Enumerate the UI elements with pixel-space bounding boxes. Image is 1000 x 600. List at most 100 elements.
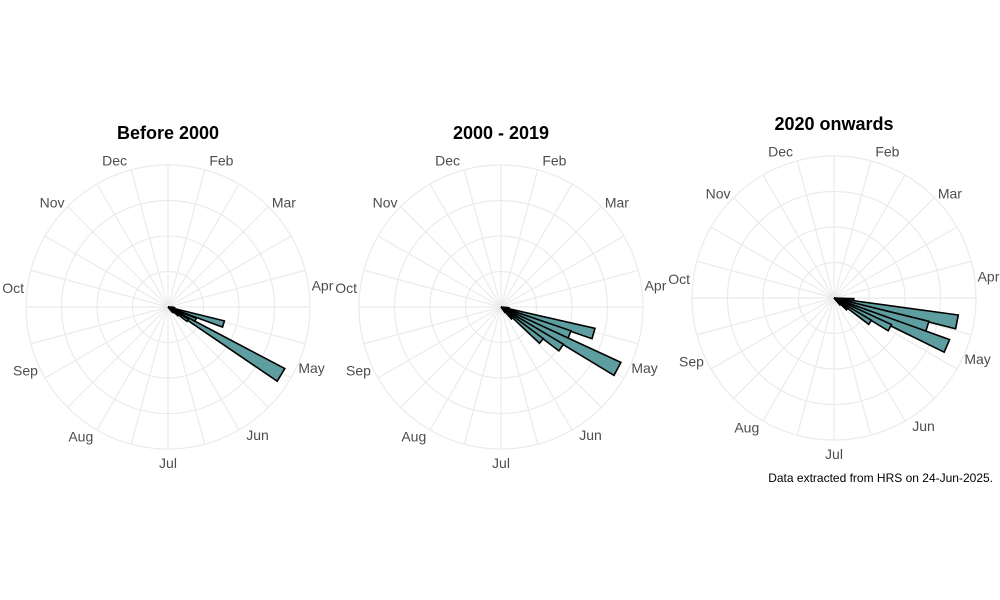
panel-title: Before 2000 [117, 123, 219, 143]
grid-spoke [130, 306, 169, 445]
month-tick-label: Sep [346, 363, 371, 379]
grid-spoke [167, 183, 240, 308]
month-tick-label: Feb [542, 152, 566, 168]
wedge-bar [500, 306, 510, 310]
month-tick-label: Feb [875, 143, 899, 159]
grid-spoke [96, 306, 169, 431]
grid-spoke [500, 235, 625, 308]
month-tick-label: Jun [579, 427, 602, 443]
wedge-bar [833, 297, 842, 307]
month-tick-label: Oct [335, 280, 357, 296]
grid-spoke [500, 306, 539, 445]
month-tick-label: Oct [668, 271, 690, 287]
grid-spoke [377, 235, 502, 308]
month-tick-label: Apr [978, 268, 1000, 284]
month-tick-label: Jul [492, 455, 510, 471]
grid-spoke [30, 269, 169, 308]
month-tick-label: Feb [209, 152, 233, 168]
month-tick-label: Aug [401, 428, 426, 444]
month-tick-label: Dec [435, 152, 460, 168]
grid-spoke [463, 169, 502, 308]
month-tick-label: Aug [734, 419, 759, 435]
grid-spoke [96, 183, 169, 308]
grid-spoke [500, 169, 539, 308]
grid-spoke [429, 306, 502, 431]
grid-spoke [167, 306, 269, 408]
grid-spoke [833, 297, 872, 436]
grid-spoke [44, 306, 169, 379]
grid-spoke [762, 174, 835, 299]
grid-spoke [363, 269, 502, 308]
grid-spoke [796, 160, 835, 299]
grid-spoke [400, 206, 502, 308]
grid-spoke [696, 297, 835, 336]
grid-spoke [167, 306, 240, 431]
month-tick-label: Jun [912, 418, 935, 434]
panel-title: 2000 - 2019 [453, 123, 549, 143]
panel-before-2000: Before 2000 Dec Feb Mar Apr May Jun Jul Aug Sep O… [2, 123, 333, 471]
grid-spoke [833, 174, 906, 299]
grid-spoke [833, 160, 872, 299]
wedge-bar [167, 306, 175, 309]
grid-spoke [833, 297, 906, 422]
month-tick-label: Dec [768, 143, 793, 159]
wedge-bar [167, 306, 174, 314]
grid-spoke [167, 235, 292, 308]
month-tick-label: Dec [102, 152, 127, 168]
wedge-bar [500, 306, 507, 314]
grid-spoke [833, 197, 935, 299]
grid-spoke [67, 306, 169, 408]
grid-spoke [500, 306, 573, 431]
grid-spoke [377, 306, 502, 379]
grid-spoke [130, 169, 169, 308]
grid-spoke [733, 197, 835, 299]
grid-spoke [710, 297, 835, 370]
grid-spoke [833, 260, 972, 299]
grid-spoke [833, 226, 958, 299]
grid-spoke [400, 306, 502, 408]
grid-spoke [463, 306, 502, 445]
grid-spoke [167, 169, 206, 308]
month-tick-label: Mar [272, 195, 296, 211]
panel-2020-onwards: 2020 onwards Dec Feb Mar Apr May Jun Jul Aug Sep… [668, 114, 999, 462]
grid-spoke [762, 297, 835, 422]
grid-spoke [696, 260, 835, 299]
grid-spoke [44, 235, 169, 308]
grid-spoke [500, 269, 639, 308]
month-tick-label: May [631, 360, 657, 376]
panel-2000-2019: 2000 - 2019 Dec Feb Mar Apr May Jun Jul Aug Sep O… [335, 123, 666, 471]
grid-spoke [30, 306, 169, 345]
grid-spoke [500, 183, 573, 308]
month-tick-label: Jul [825, 446, 843, 462]
month-tick-label: Mar [605, 195, 629, 211]
grid-spoke [733, 297, 835, 399]
month-tick-label: May [964, 351, 990, 367]
month-tick-label: Aug [68, 428, 93, 444]
month-tick-label: Mar [938, 186, 962, 202]
grid-spoke [796, 297, 835, 436]
month-tick-label: Jun [246, 427, 269, 443]
grid-spoke [500, 206, 602, 308]
month-tick-label: Jul [159, 455, 177, 471]
month-tick-label: May [298, 360, 324, 376]
grid-spoke [67, 206, 169, 308]
month-tick-label: Apr [312, 277, 334, 293]
grid-spoke [167, 306, 206, 445]
grid-spoke [363, 306, 502, 345]
month-tick-label: Nov [706, 186, 731, 202]
grid-spoke [167, 269, 306, 308]
month-tick-label: Sep [13, 363, 38, 379]
data-source-caption: Data extracted from HRS on 24-Jun-2025. [768, 471, 993, 485]
wedge-bar [167, 306, 286, 383]
panel-title: 2020 onwards [774, 114, 893, 134]
month-tick-label: Nov [373, 195, 398, 211]
month-tick-label: Oct [2, 280, 24, 296]
month-tick-label: Nov [40, 195, 65, 211]
month-tick-label: Apr [645, 277, 667, 293]
grid-spoke [429, 183, 502, 308]
month-tick-label: Sep [679, 354, 704, 370]
grid-spoke [167, 206, 269, 308]
grid-spoke [710, 226, 835, 299]
grid-spoke [833, 297, 935, 399]
